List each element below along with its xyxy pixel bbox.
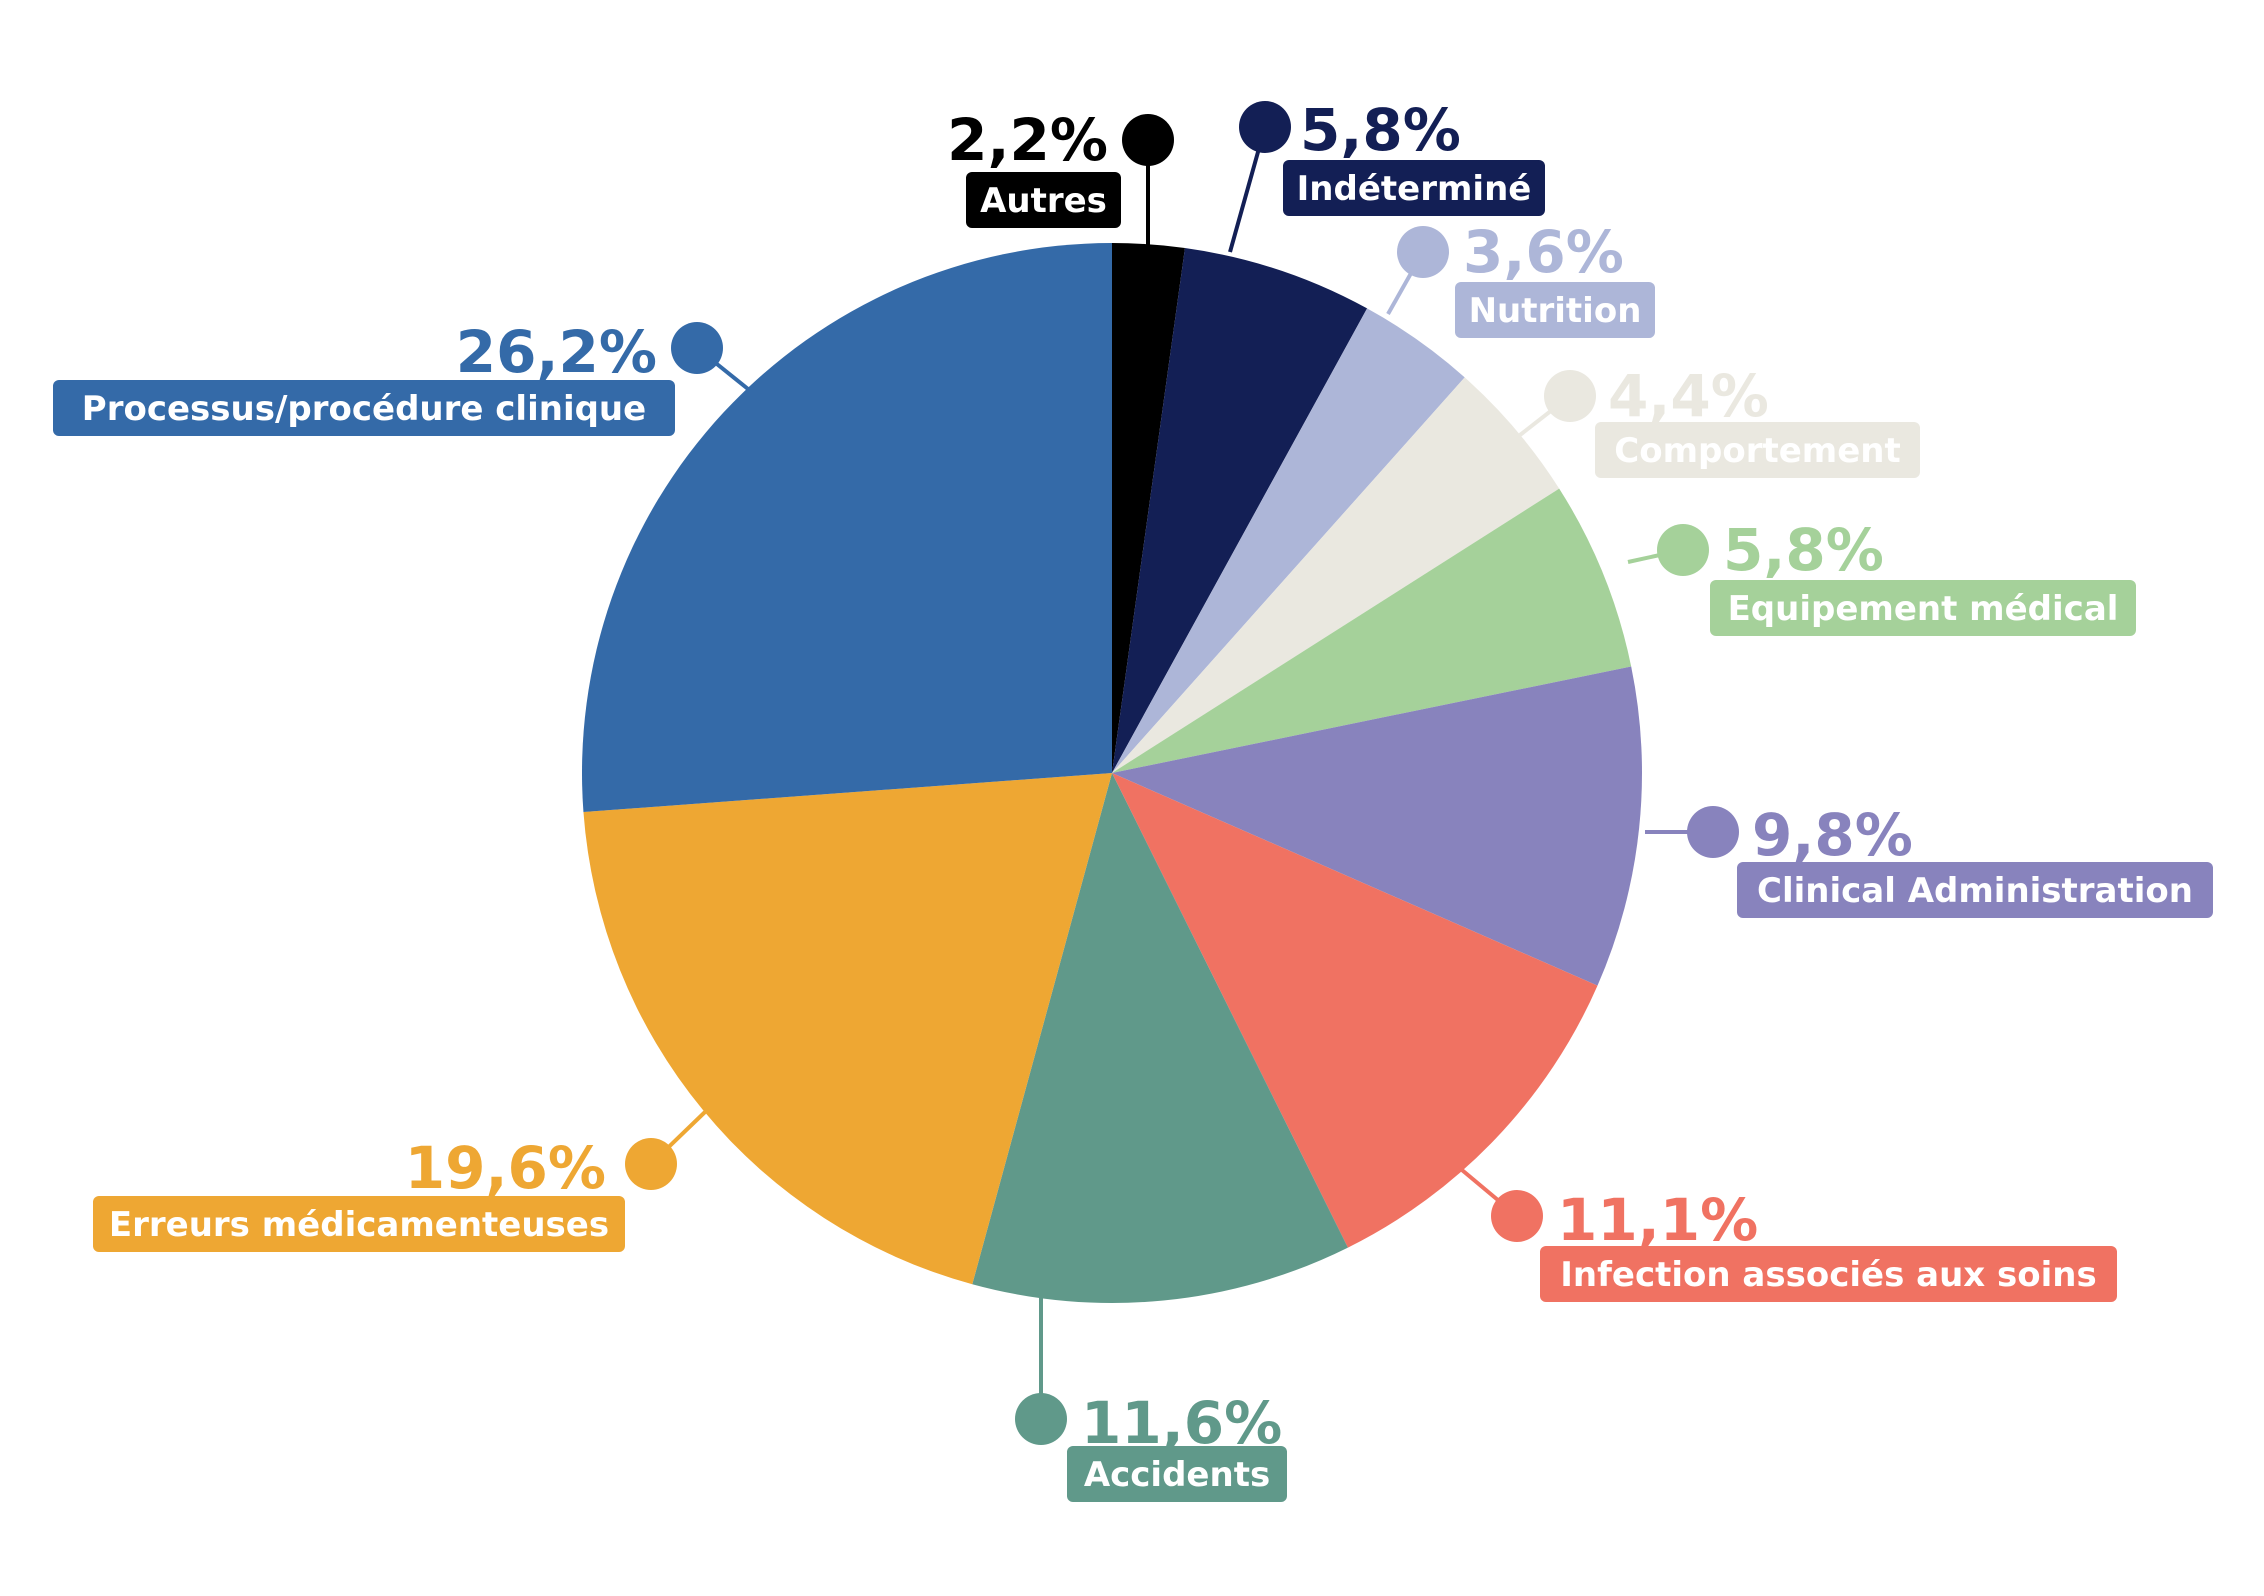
category-label-box: [1737, 862, 2213, 918]
pie-slice-autres: [1112, 243, 1185, 773]
pie-slice-indetermine: [1112, 248, 1368, 774]
callout-dot: [1491, 1190, 1543, 1242]
callout-dot: [1544, 370, 1596, 422]
callout-dot: [1397, 226, 1449, 278]
pie-slices: [582, 243, 1642, 1303]
category-label: Equipement médical: [1728, 589, 2119, 629]
category-label: Accidents: [1084, 1455, 1270, 1495]
pie-slice-clinical-administration: [1112, 666, 1642, 986]
value-label: 5,8%: [1723, 516, 1884, 584]
callout-comportement: 4,4%Comportement: [1518, 362, 1920, 478]
callout-dot: [1657, 524, 1709, 576]
category-label: Clinical Administration: [1757, 871, 2193, 911]
value-label: 2,2%: [947, 106, 1108, 174]
callout-erreurs-medicamenteuses: 19,6%Erreurs médicamenteuses: [93, 1110, 707, 1252]
value-label: 11,1%: [1557, 1186, 1758, 1254]
value-label: 5,8%: [1300, 96, 1461, 164]
category-label: Infection associés aux soins: [1560, 1255, 2097, 1295]
callout-accidents: 11,6%Accidents: [1015, 1298, 1287, 1502]
value-label: 11,6%: [1081, 1389, 1282, 1457]
value-label: 26,2%: [456, 318, 657, 386]
value-label: 3,6%: [1463, 218, 1624, 286]
category-label-box: [53, 380, 675, 436]
pie-slice-infection-associes-aux-soins: [1112, 773, 1598, 1248]
pie-slice-processus-procedure-clinique: [582, 243, 1112, 813]
callout-dot: [1122, 114, 1174, 166]
category-label: Indéterminé: [1297, 169, 1532, 209]
category-label: Processus/procédure clinique: [82, 389, 646, 429]
category-label: Erreurs médicamenteuses: [109, 1205, 609, 1245]
callout-dot: [1015, 1393, 1067, 1445]
value-label: 4,4%: [1608, 362, 1769, 430]
pie-slice-equipement-medical: [1112, 488, 1632, 773]
pie-slice-nutrition: [1112, 308, 1465, 773]
category-label-box: [1540, 1246, 2117, 1302]
pie-slice-accidents: [972, 773, 1348, 1303]
category-label: Nutrition: [1469, 291, 1642, 331]
value-label: 9,8%: [1752, 801, 1913, 869]
callout-nutrition: 3,6% Nutrition: [1386, 218, 1655, 338]
value-label: 19,6%: [405, 1134, 606, 1202]
callout-autres: 2,2% Autres: [947, 106, 1174, 245]
callout-dot: [671, 322, 723, 374]
callout-indetermine: 5,8% Indéterminé: [1228, 96, 1545, 253]
callout-clinical-administration: 9,8%Clinical Administration: [1645, 801, 2213, 918]
category-label: Autres: [980, 181, 1107, 221]
callout-dot: [625, 1138, 677, 1190]
category-label-box: [966, 172, 1121, 228]
pie-slice-comportement: [1112, 377, 1560, 773]
category-label-box: [1283, 160, 1545, 216]
category-label: Comportement: [1614, 431, 1900, 471]
callout-processus-procedure-clinique: 26,2%Processus/procédure clinique: [53, 318, 755, 436]
callout-dot: [1687, 806, 1739, 858]
category-label-box: [1595, 422, 1920, 478]
callout-labels: 2,2% Autres 5,8% Indéterminé 3,6% Nutrition 4,…: [53, 96, 2213, 1502]
category-label-box: [1455, 282, 1655, 338]
callout-equipement-medical: 5,8% Equipement médical: [1627, 516, 2136, 636]
callout-dot: [1239, 101, 1291, 153]
pie-slice-erreurs-medicamenteuses: [583, 773, 1112, 1285]
category-label-box: [1710, 580, 2136, 636]
category-label-box: [1067, 1446, 1287, 1502]
callout-infection-associes-aux-soins: 11,1%Infection associés aux soins: [1448, 1158, 2117, 1302]
category-label-box: [93, 1196, 625, 1252]
